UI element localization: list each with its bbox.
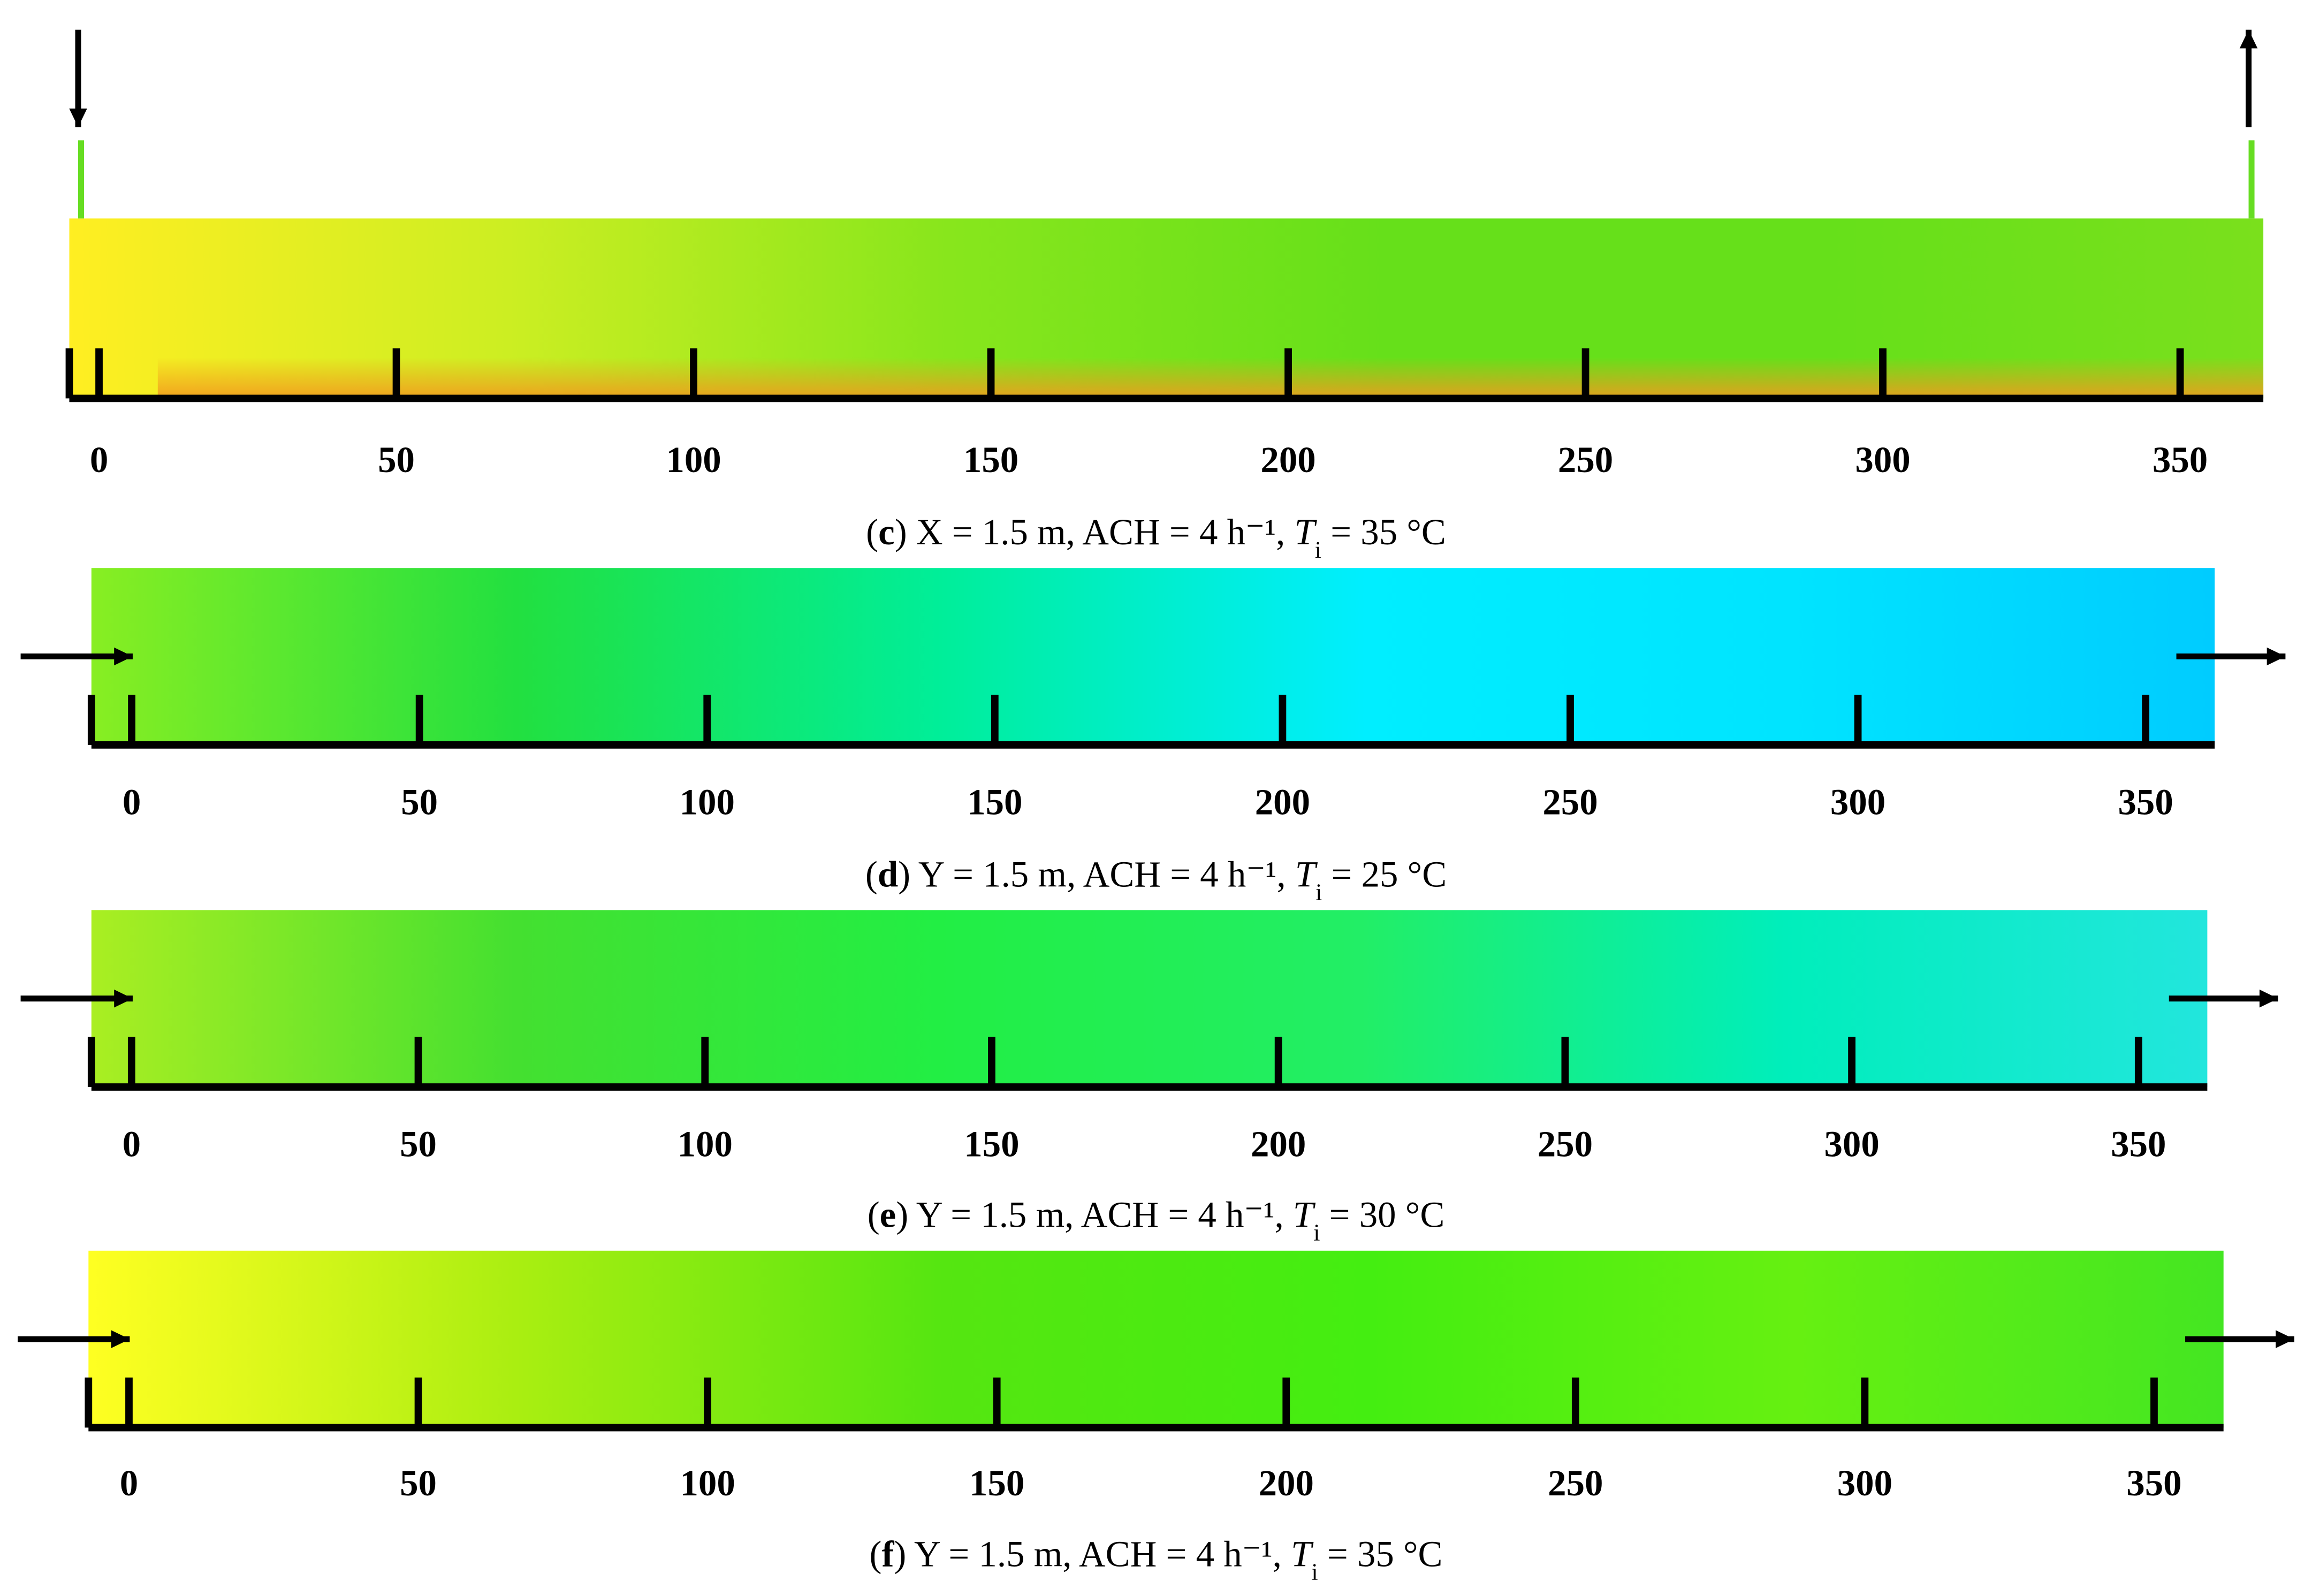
x-tick-label: 50 xyxy=(378,439,415,480)
x-tick-label: 300 xyxy=(1830,781,1885,822)
arrow-head xyxy=(114,989,133,1008)
x-tick-label: 50 xyxy=(401,781,438,822)
caption-part: = 30 °C xyxy=(1320,1195,1444,1235)
caption-part: ( xyxy=(870,1533,882,1574)
caption: (e) Y = 1.5 m, ACH = 4 h⁻¹, Ti = 30 °C xyxy=(868,1195,1445,1246)
x-tick-label: 150 xyxy=(963,439,1018,480)
x-tick-label: 150 xyxy=(967,781,1022,822)
x-tick-label: 100 xyxy=(680,781,735,822)
x-tick-label: 200 xyxy=(1255,781,1310,822)
x-tick-label: 300 xyxy=(1837,1463,1892,1503)
temperature-field xyxy=(88,1250,2224,1428)
caption-part: T xyxy=(1294,512,1317,552)
x-tick-label: 150 xyxy=(964,1123,1019,1164)
caption-part: T xyxy=(1291,1533,1314,1574)
caption-part: = 35 °C xyxy=(1318,1533,1443,1574)
caption-part: i xyxy=(1315,879,1322,905)
caption-part: ) Y = 1.5 m, ACH = 4 h⁻¹, xyxy=(896,1195,1293,1235)
x-tick-label: 350 xyxy=(2153,439,2208,480)
arrow-head xyxy=(69,108,87,127)
x-tick-label: 350 xyxy=(2126,1463,2181,1503)
x-tick-label: 300 xyxy=(1824,1123,1879,1164)
floor-layer xyxy=(157,357,2264,399)
x-tick-label: 250 xyxy=(1548,1463,1603,1503)
x-tick-label: 150 xyxy=(969,1463,1024,1503)
caption-part: c xyxy=(878,512,895,552)
caption-part: ( xyxy=(868,1195,880,1235)
temperature-field xyxy=(91,568,2215,745)
temperature-field xyxy=(91,910,2208,1087)
x-tick-label: 250 xyxy=(1542,781,1598,822)
x-tick-label: 200 xyxy=(1251,1123,1306,1164)
arrow-head xyxy=(111,1330,130,1348)
x-tick-label: 300 xyxy=(1855,439,1910,480)
x-tick-label: 100 xyxy=(680,1463,735,1503)
x-tick-label: 0 xyxy=(90,439,108,480)
x-tick-label: 0 xyxy=(120,1463,138,1503)
caption: (c) X = 1.5 m, ACH = 4 h⁻¹, Ti = 35 °C xyxy=(866,512,1446,563)
arrow-head xyxy=(2267,647,2286,666)
caption-part: i xyxy=(1311,1559,1318,1585)
arrow-head xyxy=(114,647,133,666)
caption-part: ) Y = 1.5 m, ACH = 4 h⁻¹, xyxy=(894,1533,1291,1574)
x-tick-label: 100 xyxy=(666,439,721,480)
caption-part: = 25 °C xyxy=(1322,854,1447,894)
caption-part: ( xyxy=(865,854,878,894)
arrow-head xyxy=(2259,989,2278,1008)
arrow-head xyxy=(2276,1330,2294,1348)
caption-part: ( xyxy=(866,512,878,552)
caption: (f) Y = 1.5 m, ACH = 4 h⁻¹, Ti = 35 °C xyxy=(870,1533,1443,1585)
caption: (d) Y = 1.5 m, ACH = 4 h⁻¹, Ti = 25 °C xyxy=(865,854,1447,905)
caption-part: i xyxy=(1313,1219,1320,1245)
x-tick-label: 200 xyxy=(1260,439,1315,480)
arrow-head xyxy=(2239,29,2258,49)
x-tick-label: 50 xyxy=(400,1463,437,1503)
caption-part: f xyxy=(881,1533,894,1574)
caption-part: ) Y = 1.5 m, ACH = 4 h⁻¹, xyxy=(898,854,1295,894)
x-tick-label: 250 xyxy=(1558,439,1613,480)
x-tick-label: 350 xyxy=(2118,781,2173,822)
x-tick-label: 350 xyxy=(2111,1123,2166,1164)
x-tick-label: 0 xyxy=(123,1123,141,1164)
caption-part: ) X = 1.5 m, ACH = 4 h⁻¹, xyxy=(895,512,1295,552)
x-tick-label: 100 xyxy=(678,1123,733,1164)
caption-part: e xyxy=(880,1195,896,1235)
caption-part: T xyxy=(1295,854,1318,894)
x-tick-label: 200 xyxy=(1259,1463,1314,1503)
x-tick-label: 0 xyxy=(123,781,141,822)
caption-part: = 35 °C xyxy=(1321,512,1446,552)
caption-part: i xyxy=(1315,537,1321,563)
caption-part: d xyxy=(878,854,898,894)
caption-part: T xyxy=(1293,1195,1316,1235)
x-tick-label: 250 xyxy=(1538,1123,1593,1164)
x-tick-label: 50 xyxy=(400,1123,437,1164)
